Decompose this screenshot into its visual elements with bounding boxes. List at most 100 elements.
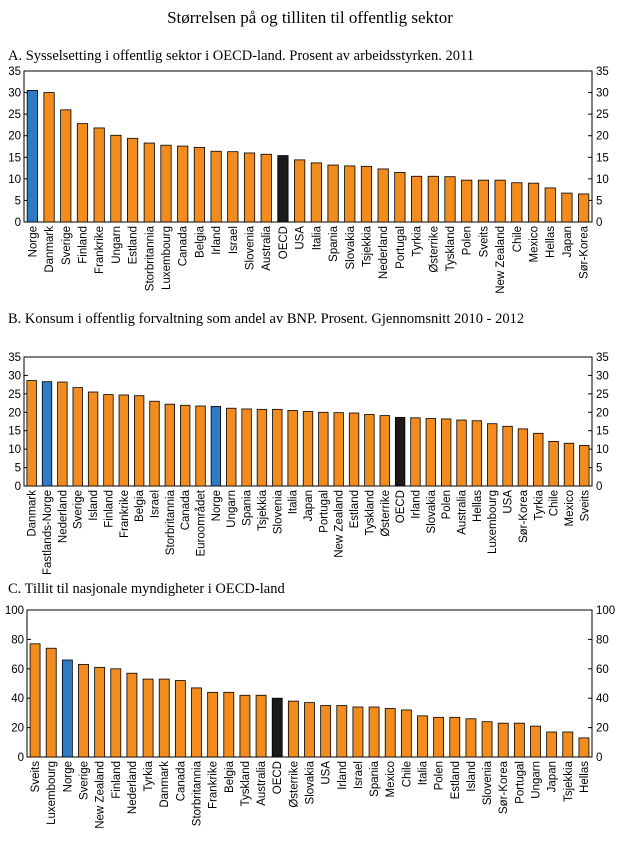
bar-italia [287, 410, 298, 487]
bar-canada [174, 680, 186, 758]
x-category-label: Sør-Korea [498, 760, 510, 814]
x-category-label: Estland [450, 761, 462, 799]
bar-storbritannia [143, 142, 155, 223]
bar-slovenia [481, 721, 493, 758]
x-category-label: Frankrike [94, 226, 106, 274]
y-tick-label-left: 40 [11, 693, 24, 705]
bar-slovakia [304, 702, 315, 758]
x-category-label: Irland [410, 490, 422, 519]
x-category-label: Hellas [545, 226, 557, 258]
y-tick-label-right: 20 [596, 131, 609, 143]
x-category-label: Danmark [44, 226, 56, 273]
y-tick-label-left: 80 [11, 634, 24, 646]
bar-tyskland [239, 694, 251, 758]
x-category-label: Sør-Korea [518, 489, 530, 543]
x-category-label: Luxembourg [487, 490, 499, 554]
y-tick-label-left: 35 [8, 352, 21, 364]
bar-slovenia [272, 408, 283, 487]
x-category-label: Tyrkia [412, 225, 424, 256]
y-tick-label-left: 20 [11, 723, 24, 735]
bar-japan [302, 411, 314, 487]
x-category-label: Israel [353, 761, 365, 789]
bar-italia [417, 715, 428, 758]
x-category-label: Danmark [159, 761, 171, 808]
bar-canada [180, 404, 191, 487]
x-category-label: Chile [401, 761, 413, 787]
x-category-label: Australia [256, 760, 268, 805]
bar-tsjekkia [360, 165, 373, 223]
bar-mexico [527, 182, 540, 223]
x-category-label: Tsjekkia [361, 225, 373, 267]
x-category-label: Tsjekkia [257, 489, 269, 531]
x-category-label: Australia [261, 225, 273, 270]
x-category-label: Mexico [564, 490, 576, 526]
y-tick-label-left: 0 [15, 217, 21, 229]
y-tick-label-left: 25 [8, 109, 21, 121]
bar-sør-korea [497, 722, 509, 758]
bar-irland [210, 150, 222, 223]
x-category-label: Portugal [514, 761, 526, 804]
x-category-label: Polen [462, 226, 474, 255]
bar-luxembourg [45, 647, 57, 758]
x-category-label: Tsjekkia [563, 760, 575, 802]
x-category-label: OECD [272, 761, 284, 794]
bar-usa [294, 159, 306, 223]
bar-norge [210, 405, 222, 487]
bar-belgia [133, 395, 145, 487]
x-category-label: Nederland [378, 226, 390, 279]
x-category-label: Tyskland [364, 490, 376, 535]
x-category-label: Spania [369, 760, 381, 796]
x-category-label: Tyrkia [533, 489, 545, 520]
figure-title: Størrelsen på og tilliten til offentlig … [167, 8, 453, 27]
bar-irland [410, 417, 421, 487]
panel-c-title: C. Tillit til nasjonale myndigheter i OE… [8, 581, 285, 597]
x-category-label: Tyskland [445, 226, 457, 271]
x-category-label: Luxembourg [46, 761, 58, 825]
bar-mexico [384, 708, 396, 758]
panel-a-frame [23, 70, 593, 223]
bar-østerrike [427, 175, 439, 223]
bar-hellas [544, 187, 556, 223]
bar-oecd [394, 417, 406, 487]
x-category-label: Tyrkia [143, 760, 155, 791]
bar-chile [548, 441, 559, 487]
bar-norge [26, 90, 38, 223]
bar-ungarn [110, 134, 122, 223]
x-category-label: Australia [457, 489, 469, 534]
x-category-label: Israel [228, 226, 240, 254]
x-category-label: Finland [111, 761, 123, 799]
y-tick-label-left: 5 [15, 463, 21, 475]
x-category-label: Norge [211, 490, 223, 521]
x-category-label: Danmark [27, 490, 39, 537]
bar-canada [177, 145, 189, 223]
y-tick-label-right: 30 [596, 370, 609, 382]
bar-tsjekkia [562, 731, 574, 758]
y-tick-label-left: 30 [8, 370, 21, 382]
y-tick-label-left: 0 [18, 752, 24, 764]
y-tick-label-left: 0 [15, 481, 21, 493]
x-category-label: Slovenia [272, 489, 284, 534]
x-category-label: Frankrike [119, 490, 131, 538]
x-category-label: Estland [349, 490, 361, 528]
x-category-label: Irland [337, 761, 349, 790]
y-tick-label-right: 20 [596, 723, 609, 735]
bar-oecd [271, 697, 283, 758]
bar-sør-korea [578, 193, 590, 223]
x-category-label: Østerrike [428, 226, 440, 273]
bar-oecd [277, 155, 289, 223]
x-category-label: Italia [288, 489, 300, 514]
bar-sverige [60, 109, 72, 223]
bar-belgia [193, 146, 205, 223]
y-tick-label-left: 25 [8, 389, 21, 401]
y-tick-label-right: 10 [596, 174, 609, 186]
x-category-label: New Zealand [495, 226, 507, 294]
y-tick-label-left: 10 [8, 444, 21, 456]
x-category-label: Italia [418, 760, 430, 785]
x-category-label: Storbritannia [165, 489, 177, 555]
y-tick-label-right: 10 [596, 444, 609, 456]
bar-island [87, 391, 99, 487]
y-tick-label-right: 20 [596, 407, 609, 419]
bar-new-zealand [94, 666, 106, 758]
x-category-label: Luxembourg [161, 226, 173, 290]
